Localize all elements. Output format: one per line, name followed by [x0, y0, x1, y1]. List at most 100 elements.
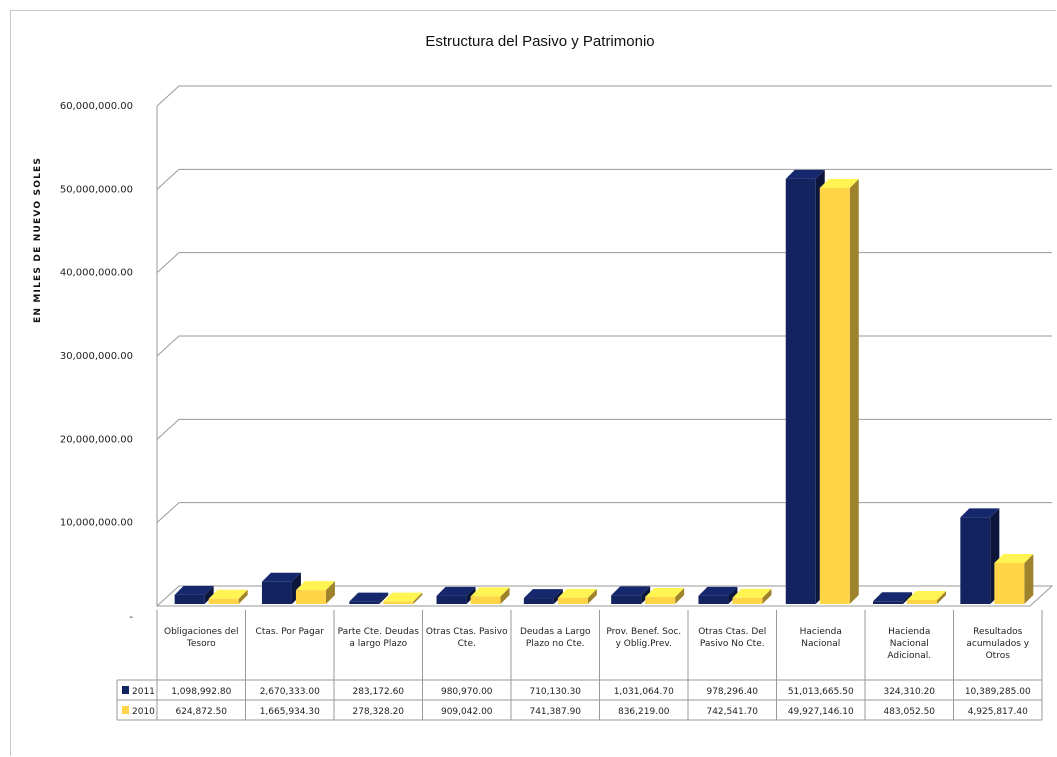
category-label: Deudas a Largo Plazo no Cte.	[520, 627, 591, 649]
data-label-2011: 51,013,665.50	[788, 687, 854, 697]
data-label-2011: 710,130.30	[529, 687, 581, 697]
data-label-2011: 980,970.00	[441, 687, 493, 697]
category-label: Prov. Benef. Soc. y Oblig.Prev.	[606, 627, 681, 649]
bar-top	[785, 169, 825, 179]
bar-top	[436, 586, 476, 596]
bar-front	[698, 595, 729, 604]
bar-2010-6	[732, 588, 772, 604]
chart-frame	[10, 10, 1056, 756]
bar-top	[960, 508, 1000, 518]
bar-2011-4	[523, 589, 563, 604]
y-tick-label: 10,000,000.00	[60, 518, 133, 529]
bar-front	[611, 595, 642, 604]
bar-side	[728, 586, 738, 604]
category-label-line: acumulados y	[966, 639, 1029, 649]
bar-side	[238, 589, 248, 604]
data-label-2011: 283,172.60	[352, 687, 404, 697]
bar-front	[174, 594, 205, 604]
category-label: Ctas. Por Pagar	[256, 627, 325, 637]
bar-2011-9	[960, 508, 1000, 604]
data-label-2011: 2,670,333.00	[260, 687, 320, 697]
legend-label-2011: 2011	[132, 687, 155, 697]
bar-top	[645, 588, 685, 598]
category-label-line: Cte.	[458, 639, 476, 649]
bar-front	[785, 178, 816, 605]
y-tick-label: 30,000,000.00	[60, 351, 133, 362]
bar-top	[349, 592, 389, 602]
category-label: Obligaciones del Tesoro	[164, 627, 239, 649]
bar-side	[587, 588, 597, 604]
bar-2011-6	[698, 586, 738, 604]
data-label-2010: 483,052.50	[883, 707, 935, 717]
data-label-2010: 742,541.70	[706, 707, 758, 717]
data-label-2010: 4,925,817.40	[968, 707, 1028, 717]
data-label-2011: 1,031,064.70	[614, 687, 674, 697]
category-label-line: Adicional.	[887, 651, 931, 661]
bar-2010-4	[557, 588, 597, 604]
bar-side	[675, 588, 685, 604]
bar-front	[295, 590, 326, 604]
bar-2011-2	[349, 592, 389, 604]
category-label-line: Prov. Benef. Soc.	[606, 627, 681, 637]
category-label-line: Tesoro	[186, 639, 216, 649]
category-label: Hacienda Nacional Adicional.	[887, 627, 931, 661]
bar-2010-7	[819, 178, 859, 605]
bar-side	[903, 592, 913, 604]
category-label: Otras Ctas. Pasivo Cte.	[426, 627, 508, 649]
bar-top	[523, 589, 563, 599]
bar-2011-0	[174, 585, 214, 604]
bar-top	[698, 586, 738, 596]
y-tick-label: 50,000,000.00	[60, 184, 133, 195]
bar-front	[383, 601, 414, 604]
bar-top	[208, 589, 248, 599]
bar-front	[523, 598, 554, 604]
category-label-line: Ctas. Por Pagar	[256, 627, 325, 637]
legend-swatch-2011	[122, 686, 129, 694]
bar-side	[500, 587, 510, 604]
data-label-2010: 1,665,934.30	[260, 707, 320, 717]
bar-front	[873, 601, 904, 604]
category-label-line: y Oblig.Prev.	[616, 639, 672, 649]
bar-side	[849, 178, 859, 605]
bar-2011-7	[785, 169, 825, 605]
y-tick-labels: - 10,000,000.00 20,000,000.00 30,000,000.00…	[60, 101, 134, 623]
bar-top	[873, 592, 913, 602]
bar-top	[819, 178, 859, 188]
bar-2010-1	[295, 581, 335, 604]
y-tick-label: 20,000,000.00	[60, 434, 133, 445]
legend-swatch-2010	[122, 706, 129, 714]
bar-front	[349, 601, 380, 604]
bar-side	[413, 592, 423, 604]
gridline	[156, 168, 1052, 190]
bar-side	[379, 592, 389, 604]
data-label-2010: 836,219.00	[618, 707, 670, 717]
bar-side	[553, 589, 563, 604]
category-label-line: Nacional	[890, 639, 929, 649]
gridline	[156, 418, 1052, 440]
chart-title: Estructura del Pasivo y Patrimonio	[425, 33, 654, 50]
bar-2011-5	[611, 586, 651, 604]
bar-2010-5	[645, 588, 685, 604]
data-label-2010: 909,042.00	[441, 707, 493, 717]
bar-front	[732, 597, 763, 604]
category-label-line: Hacienda	[800, 627, 842, 637]
category-label: Otras Ctas. Del Pasivo No Cte.	[698, 627, 766, 649]
category-label-line: a largo Plazo	[349, 639, 407, 649]
bar-2010-0	[208, 589, 248, 604]
bar-front	[208, 598, 239, 604]
data-label-2010: 278,328.20	[352, 707, 404, 717]
category-label-line: Obligaciones del	[164, 627, 239, 637]
y-axis-label: EN MILES DE NUEVO SOLES	[33, 157, 43, 323]
bar-2011-8	[873, 592, 913, 604]
bar-top	[732, 588, 772, 598]
bar-front	[994, 562, 1025, 604]
category-label-line: Otros	[986, 651, 1011, 661]
y-tick-label: -	[129, 612, 133, 623]
bar-front	[436, 595, 467, 604]
bar-top	[261, 572, 301, 582]
gridline	[156, 85, 1052, 107]
category-label-line: Nacional	[801, 639, 840, 649]
data-label-2011: 1,098,992.80	[171, 687, 231, 697]
category-label-line: Parte Cte. Deudas	[338, 627, 420, 637]
bar-2010-2	[383, 592, 423, 604]
